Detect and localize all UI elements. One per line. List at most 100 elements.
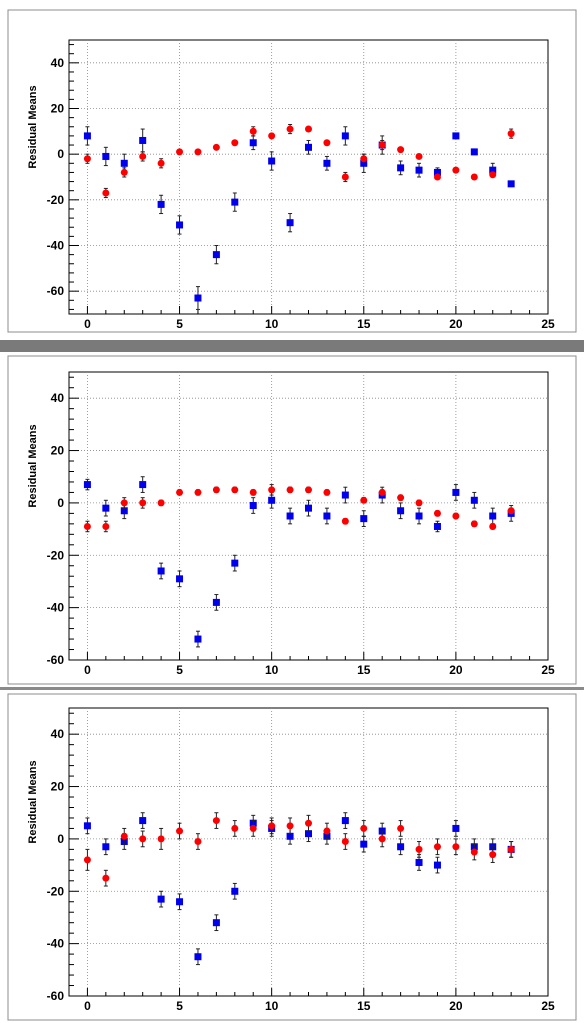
- data-point-red-circle: [433, 509, 441, 517]
- data-point-red-circle: [157, 835, 165, 843]
- data-point-red-circle: [470, 848, 478, 856]
- data-point-blue-square: [452, 824, 460, 832]
- data-point-blue-square: [83, 822, 91, 830]
- chart-panel-top: 0 5 10 15 20 25 -60 -40 -20 0 20 40 Residual Means: [7, 9, 577, 333]
- y-axis-title: Residual Means: [27, 85, 39, 168]
- data-point-red-circle: [286, 486, 294, 494]
- data-point-red-circle: [83, 856, 91, 864]
- data-point-red-circle: [194, 838, 202, 846]
- data-point-blue-square: [341, 817, 349, 825]
- data-point-red-circle: [360, 824, 368, 832]
- data-point-blue-square: [83, 481, 91, 489]
- x-tick-label: 0: [84, 317, 91, 331]
- data-point-blue-square: [415, 166, 423, 174]
- data-point-red-circle: [433, 843, 441, 851]
- plot-area: [68, 707, 549, 997]
- y-tick-label: -60: [47, 284, 65, 298]
- data-point-blue-square: [360, 840, 368, 848]
- data-point-red-circle: [452, 512, 460, 520]
- data-point-red-circle: [415, 499, 423, 507]
- x-tick-label: 25: [541, 999, 555, 1013]
- data-point-red-circle: [176, 827, 184, 835]
- data-point-blue-square: [212, 598, 220, 606]
- data-point-red-circle: [212, 817, 220, 825]
- data-point-blue-square: [231, 559, 239, 567]
- y-tick-label: -40: [47, 601, 65, 615]
- data-point-red-circle: [452, 843, 460, 851]
- data-point-blue-square: [102, 843, 110, 851]
- data-point-blue-square: [157, 895, 165, 903]
- data-point-red-circle: [507, 845, 515, 853]
- data-point-red-circle: [378, 488, 386, 496]
- data-point-blue-square: [231, 887, 239, 895]
- plot-area: [68, 39, 549, 315]
- data-point-blue-square: [489, 512, 497, 520]
- data-point-red-circle: [378, 835, 386, 843]
- data-point-red-circle: [157, 159, 165, 167]
- x-tick-label: 15: [357, 317, 371, 331]
- y-tick-label: 20: [51, 102, 65, 116]
- data-point-red-circle: [176, 488, 184, 496]
- data-point-red-circle: [268, 822, 276, 830]
- data-point-red-circle: [397, 146, 405, 154]
- data-point-red-circle: [489, 851, 497, 859]
- data-point-blue-square: [397, 164, 405, 172]
- data-point-blue-square: [157, 567, 165, 575]
- y-tick-label: -20: [47, 884, 65, 898]
- data-point-red-circle: [305, 486, 312, 494]
- data-point-red-circle: [489, 522, 497, 530]
- data-point-red-circle: [120, 168, 128, 176]
- data-point-blue-square: [433, 522, 441, 530]
- data-point-red-circle: [360, 155, 368, 163]
- data-point-red-circle: [139, 835, 147, 843]
- data-point-blue-square: [470, 148, 478, 156]
- data-point-blue-square: [433, 168, 441, 176]
- data-point-blue-square: [194, 294, 202, 302]
- data-point-red-circle: [433, 173, 441, 181]
- x-tick-label: 10: [265, 999, 279, 1013]
- data-point-red-circle: [397, 494, 405, 502]
- data-point-blue-square: [231, 198, 239, 206]
- data-point-red-circle: [120, 832, 128, 840]
- x-tick-label: 0: [84, 663, 91, 677]
- x-tick-label: 15: [357, 999, 371, 1013]
- data-point-red-circle: [470, 173, 478, 181]
- data-point-blue-square: [305, 830, 312, 838]
- y-tick-label: -60: [47, 989, 65, 1003]
- data-point-blue-square: [120, 507, 128, 515]
- x-tick-label: 10: [265, 663, 279, 677]
- data-point-blue-square: [139, 136, 147, 144]
- data-point-blue-square: [286, 219, 294, 227]
- y-tick-label: 20: [51, 780, 65, 794]
- data-point-blue-square: [433, 861, 441, 869]
- y-axis-title: Residual Means: [27, 424, 39, 507]
- data-point-red-circle: [452, 166, 460, 174]
- x-tick-label: 20: [449, 317, 463, 331]
- data-point-blue-square: [102, 152, 110, 160]
- data-point-blue-square: [139, 481, 147, 489]
- data-point-red-circle: [415, 152, 423, 160]
- data-point-red-circle: [231, 486, 239, 494]
- data-point-red-circle: [305, 125, 312, 133]
- data-point-blue-square: [176, 221, 184, 229]
- data-point-blue-square: [397, 507, 405, 515]
- data-point-red-circle: [83, 522, 91, 530]
- data-point-red-circle: [323, 139, 331, 147]
- data-point-blue-square: [249, 502, 257, 510]
- x-tick-label: 10: [265, 317, 279, 331]
- data-point-red-circle: [268, 486, 276, 494]
- data-point-blue-square: [176, 898, 184, 906]
- data-point-blue-square: [176, 575, 184, 583]
- data-point-red-circle: [323, 827, 331, 835]
- data-point-red-circle: [102, 874, 110, 882]
- data-point-blue-square: [452, 132, 460, 140]
- data-point-red-circle: [212, 143, 220, 151]
- data-point-blue-square: [341, 132, 349, 140]
- data-point-blue-square: [286, 832, 294, 840]
- data-point-blue-square: [323, 512, 331, 520]
- data-point-blue-square: [305, 504, 312, 512]
- y-tick-label: -20: [47, 548, 65, 562]
- data-point-blue-square: [341, 491, 349, 499]
- data-point-red-circle: [139, 499, 147, 507]
